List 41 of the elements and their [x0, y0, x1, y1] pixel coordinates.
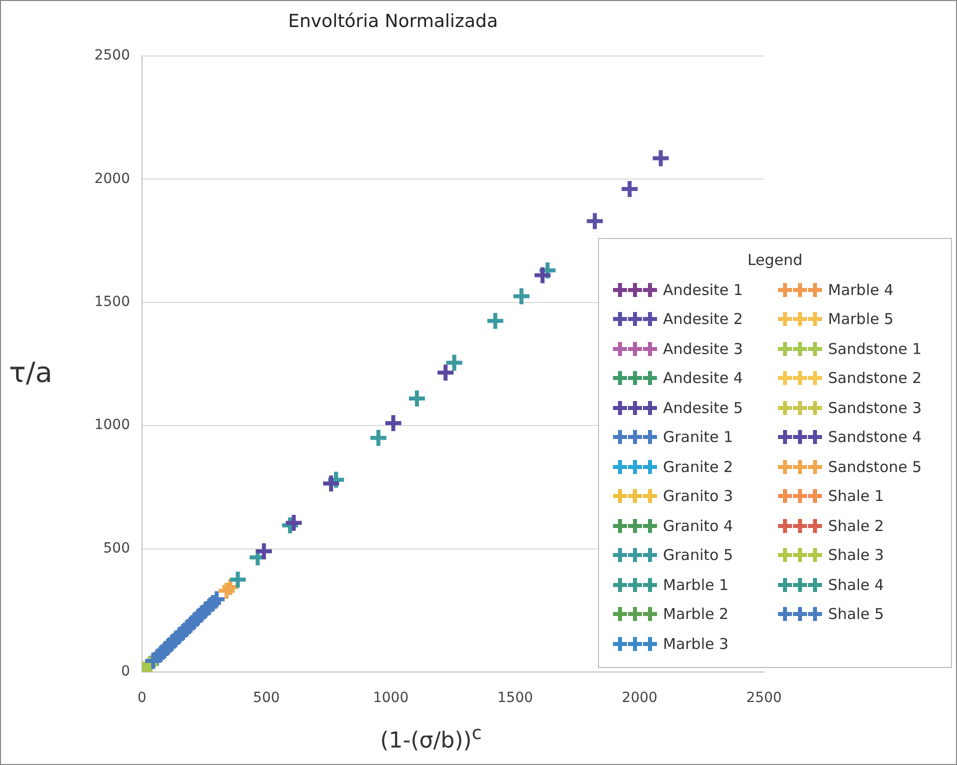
legend-label: Sandstone 1 [828, 340, 922, 358]
legend-label: Granito 3 [663, 487, 734, 506]
y-tick-label: 1000 [94, 417, 130, 434]
x-tick-label: 1000 [372, 690, 409, 706]
legend-label: Andesite 4 [663, 369, 743, 388]
legend-label: Marble 1 [663, 576, 729, 594]
legend-label: Shale 2 [828, 516, 884, 535]
legend-label: Shale 1 [828, 487, 884, 506]
y-tick-label: 1500 [94, 294, 130, 310]
y-tick-label: 2000 [94, 170, 130, 187]
legend-label: Marble 3 [663, 634, 729, 653]
x-tick-label: 2000 [622, 690, 658, 706]
legend-label: Sandstone 5 [828, 458, 922, 476]
legend-title: Legend [746, 251, 804, 269]
legend-label: Shale 5 [828, 605, 884, 624]
legend-label: Marble 4 [828, 280, 894, 299]
legend-label: Granito 5 [663, 546, 734, 564]
legend-label: Sandstone 3 [828, 398, 922, 417]
chart-title: Envoltória Normalizada [287, 11, 499, 32]
y-axis-title: τ/a [9, 356, 52, 389]
x-tick-label: 1500 [497, 690, 534, 706]
legend-label: Sandstone 2 [828, 369, 922, 388]
legend-label: Andesite 5 [663, 398, 743, 417]
x-tick-label: 500 [253, 690, 280, 706]
y-tick-label: 2500 [94, 48, 130, 64]
legend-label: Marble 2 [663, 605, 729, 624]
y-tick-label: 0 [121, 664, 130, 680]
legend-label: Shale 4 [828, 576, 884, 594]
x-tick-label: 0 [138, 690, 146, 706]
y-tick-label: 500 [103, 540, 130, 556]
legend-label: Andesite 1 [663, 280, 743, 299]
legend-label: Shale 3 [828, 546, 884, 564]
x-tick-label: 2500 [746, 690, 782, 706]
legend-label: Granite 2 [663, 458, 734, 476]
legend-label: Granite 1 [663, 428, 734, 446]
legend-label: Sandstone 4 [828, 428, 922, 446]
legend-label: Marble 5 [828, 310, 894, 328]
legend-label: Andesite 3 [663, 340, 743, 358]
legend-label: Andesite 2 [663, 310, 743, 328]
legend-label: Granito 4 [663, 516, 734, 535]
x-axis-title: (1-(σ/b))$^{c}$ [379, 723, 483, 754]
